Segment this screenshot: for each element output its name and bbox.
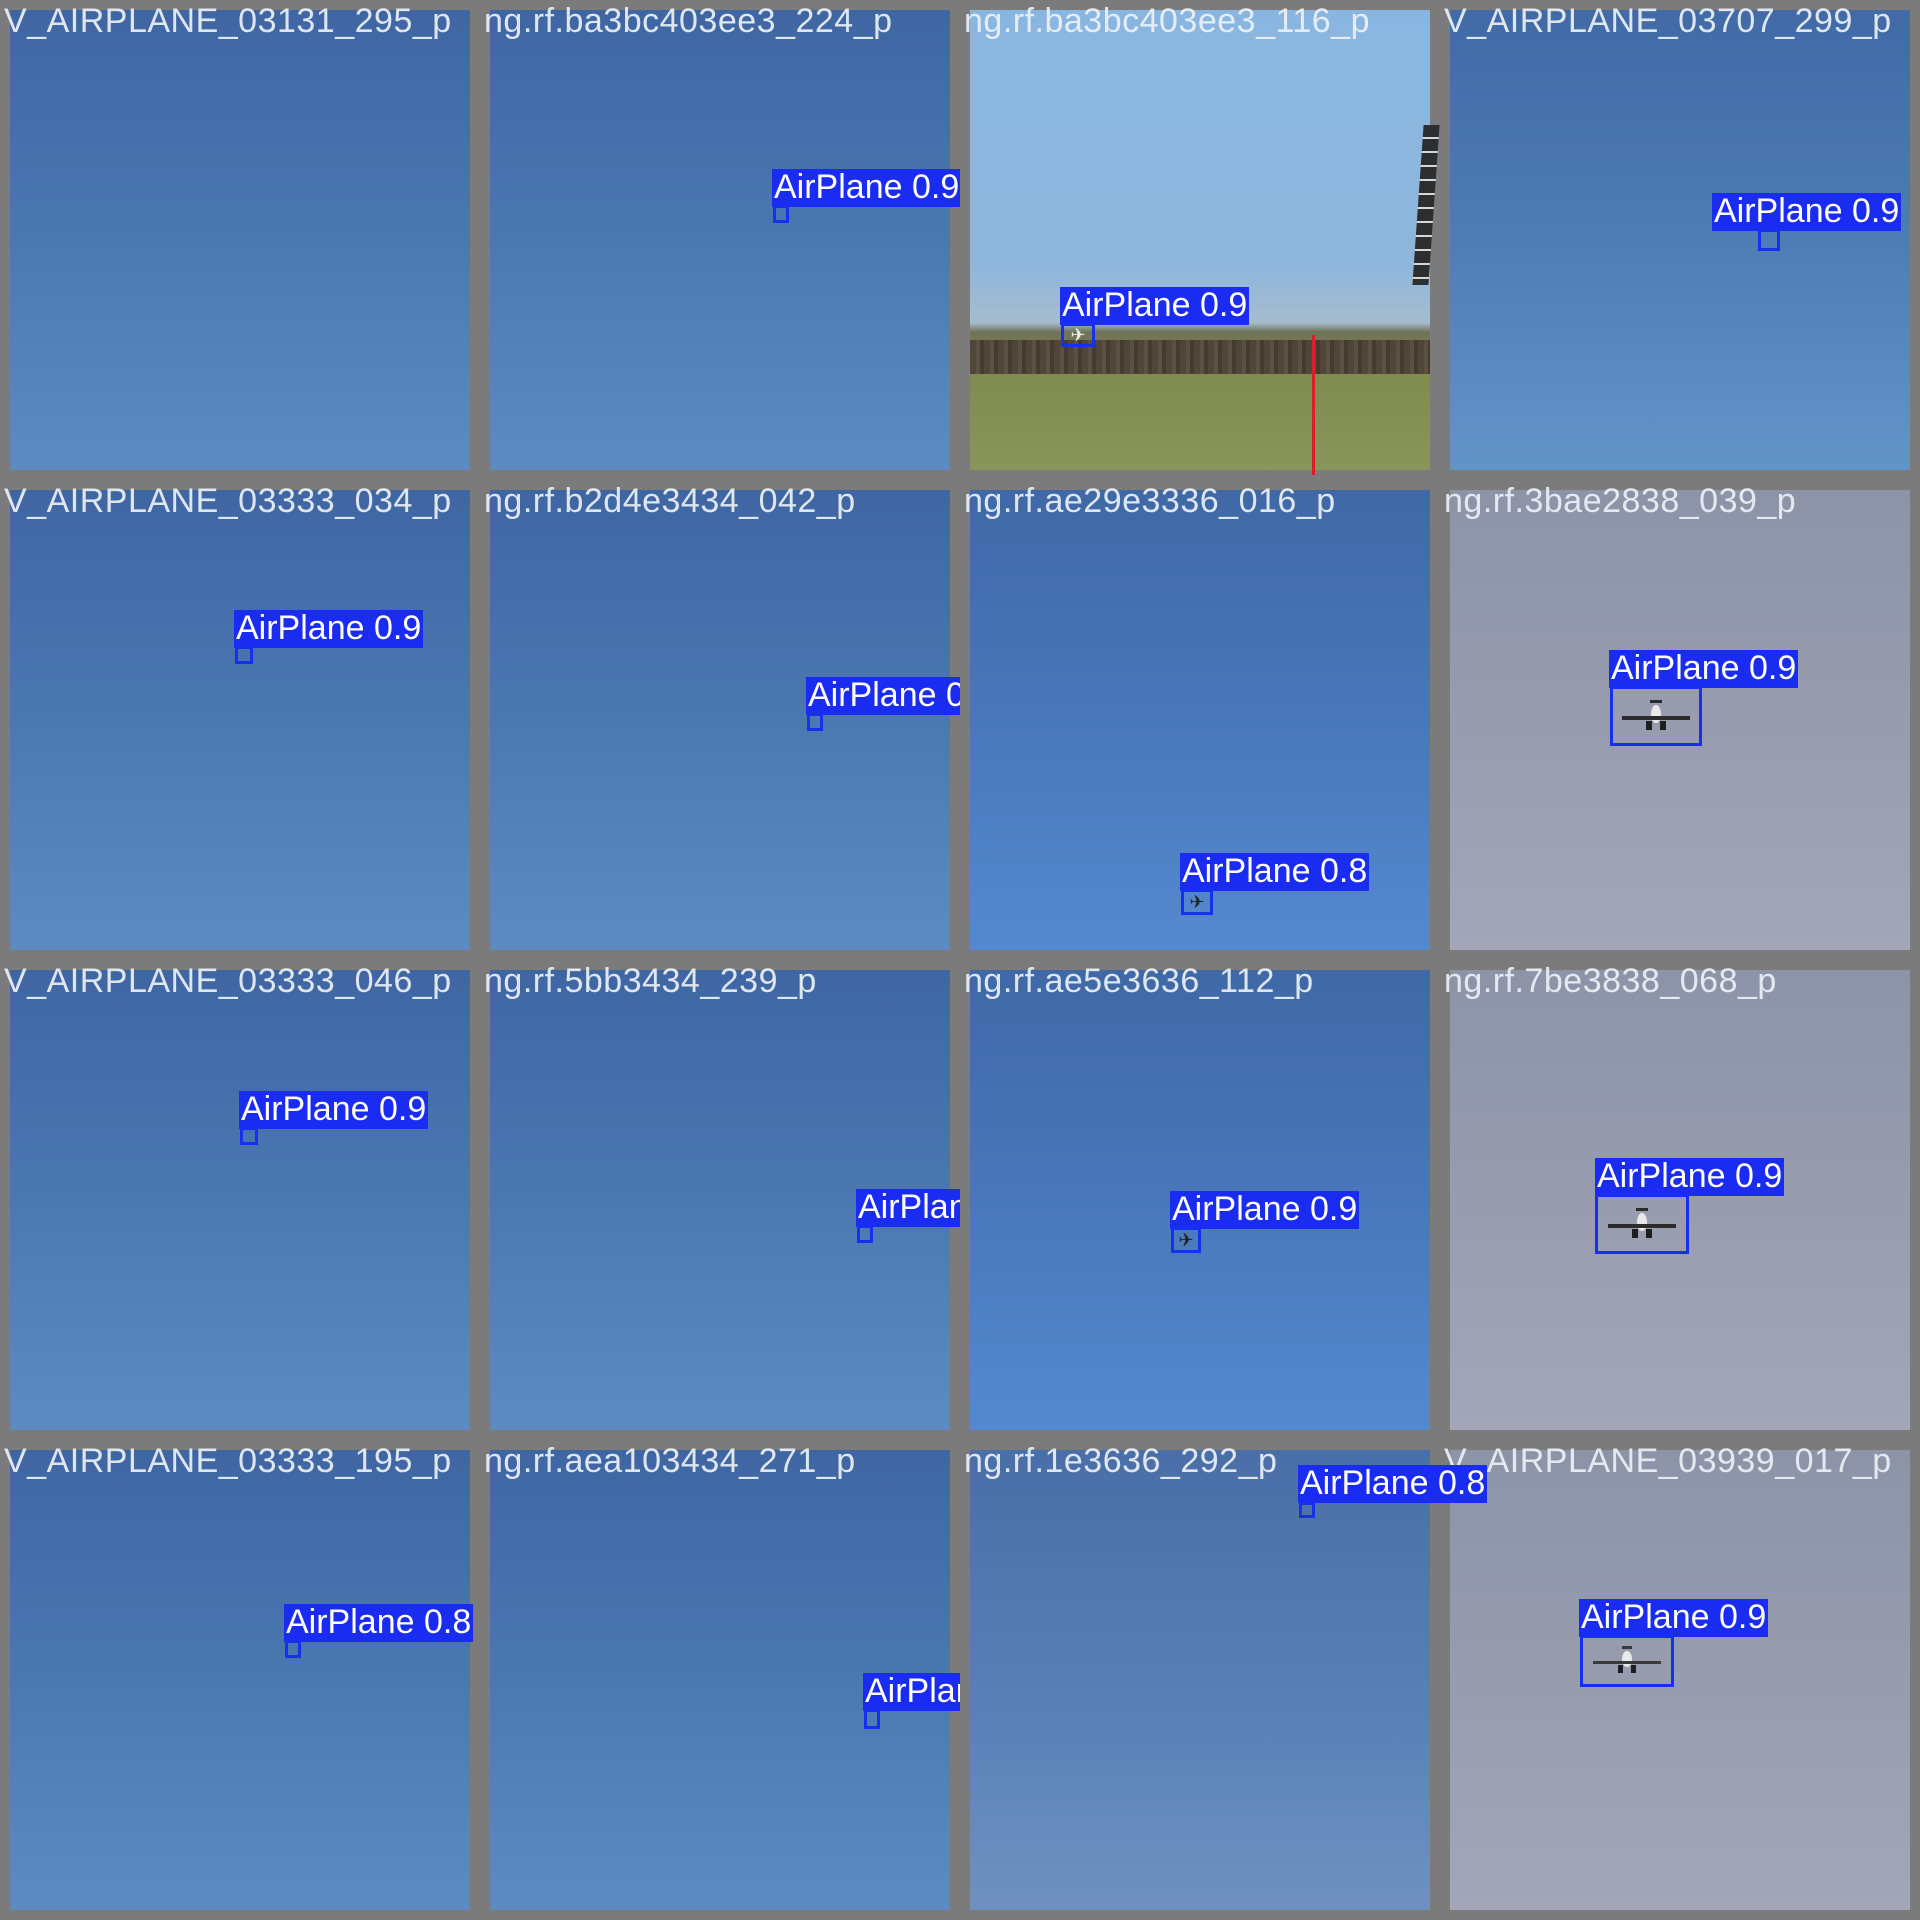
detection-label: AirPlane 0.9 bbox=[239, 1090, 429, 1129]
filename-label: V_AIRPLANE_03333_034_p bbox=[4, 482, 452, 520]
tile-4: V_AIRPLANE_03707_299_p AirPlane 0.9 bbox=[1440, 0, 1920, 480]
detection-label: AirPlane 0.8 bbox=[284, 1603, 474, 1642]
detection-label: AirPlane 0.8 bbox=[863, 1673, 960, 1711]
bounding-box: ✈ bbox=[1061, 323, 1095, 347]
filename-label: ng.rf.aea103434_271_p bbox=[484, 1442, 856, 1480]
tile-2: ng.rf.ba3bc403ee3_224_p AirPlane 0.9 bbox=[480, 0, 960, 480]
bounding-box: ✈ bbox=[1171, 1227, 1201, 1253]
detection-label: AirPlane 0.9 bbox=[1595, 1157, 1785, 1196]
detection-label: AirPlane 0.9 bbox=[1060, 286, 1250, 325]
sky-image bbox=[1450, 10, 1910, 470]
bounding-box bbox=[807, 713, 823, 731]
overcast-sky-image bbox=[1450, 970, 1910, 1430]
tile-14: ng.rf.aea103434_271_p AirPlane 0.8 bbox=[480, 1440, 960, 1920]
tile-6: ng.rf.b2d4e3434_042_p AirPlane 0.9 bbox=[480, 480, 960, 960]
tile-11: ng.rf.ae5e3636_112_p AirPlane 0.9 ✈ bbox=[960, 960, 1440, 1440]
bounding-box bbox=[857, 1225, 873, 1243]
detection-label: AirPlane 0.9 bbox=[806, 677, 960, 715]
red-pole bbox=[1312, 335, 1315, 475]
filename-label: ng.rf.1e3636_292_p bbox=[964, 1442, 1278, 1480]
tile-10: ng.rf.5bb3434_239_p AirPlane 0.9 bbox=[480, 960, 960, 1440]
filename-label: V_AIRPLANE_03131_295_p bbox=[4, 2, 452, 40]
detection-label: AirPlane 0.9 bbox=[1609, 649, 1799, 688]
sky-image bbox=[970, 1450, 1430, 1910]
filename-label: V_AIRPLANE_03707_299_p bbox=[1444, 2, 1892, 40]
tile-12: ng.rf.7be3838_068_p AirPlane 0.9 bbox=[1440, 960, 1920, 1440]
tile-9: V_AIRPLANE_03333_046_p AirPlane 0.9 bbox=[0, 960, 480, 1440]
airplane-icon: ✈ bbox=[1189, 892, 1205, 912]
filename-label: V_AIRPLANE_03939_017_p bbox=[1444, 1442, 1892, 1480]
filename-label: ng.rf.3bae2838_039_p bbox=[1444, 482, 1797, 520]
tile-3: ng.rf.ba3bc403ee3_116_p AirPlane 0.9 ✈ bbox=[960, 0, 1440, 480]
detection-label: AirPlane 0.9 bbox=[772, 168, 960, 207]
tile-16: V_AIRPLANE_03939_017_p AirPlane 0.9 bbox=[1440, 1440, 1920, 1920]
filename-label: V_AIRPLANE_03333_046_p bbox=[4, 962, 452, 1000]
airplane-icon: ✈ bbox=[1070, 325, 1086, 345]
detection-label: AirPlane 0.9 bbox=[234, 609, 424, 648]
bounding-box bbox=[1299, 1502, 1315, 1518]
overcast-sky-image bbox=[1450, 1450, 1910, 1910]
tile-1: V_AIRPLANE_03131_295_p bbox=[0, 0, 480, 480]
bounding-box bbox=[240, 1127, 258, 1145]
tile-8: ng.rf.3bae2838_039_p AirPlane 0.9 bbox=[1440, 480, 1920, 960]
bounding-box bbox=[1610, 686, 1702, 746]
airplane-icon bbox=[1622, 700, 1690, 730]
airplane-icon bbox=[1593, 1646, 1661, 1673]
bounding-box bbox=[1580, 1635, 1674, 1687]
filename-label: ng.rf.5bb3434_239_p bbox=[484, 962, 817, 1000]
bounding-box bbox=[1595, 1194, 1689, 1254]
airplane-icon bbox=[1608, 1208, 1676, 1238]
detection-label: AirPlane 0.9 bbox=[1170, 1190, 1360, 1229]
bounding-box bbox=[235, 646, 253, 664]
detection-label: AirPlane 0.8 bbox=[1180, 852, 1370, 891]
tile-7: ng.rf.ae29e3336_016_p AirPlane 0.8 ✈ bbox=[960, 480, 1440, 960]
sky-image bbox=[10, 490, 470, 950]
filename-label: ng.rf.7be3838_068_p bbox=[1444, 962, 1777, 1000]
filename-label: ng.rf.b2d4e3434_042_p bbox=[484, 482, 856, 520]
bounding-box bbox=[1758, 229, 1780, 251]
tile-15: ng.rf.1e3636_292_p bbox=[960, 1440, 1440, 1920]
bounding-box: ✈ bbox=[1181, 889, 1213, 915]
detection-label: AirPlane 0.8 bbox=[1298, 1464, 1488, 1503]
bounding-box bbox=[773, 205, 789, 223]
tile-5: V_AIRPLANE_03333_034_p AirPlane 0.9 bbox=[0, 480, 480, 960]
filename-label: V_AIRPLANE_03333_195_p bbox=[4, 1442, 452, 1480]
airport-scene-image bbox=[970, 10, 1440, 475]
sky-image bbox=[10, 970, 470, 1430]
treeline bbox=[970, 340, 1430, 374]
sky-image bbox=[490, 490, 950, 950]
filename-label: ng.rf.ba3bc403ee3_116_p bbox=[964, 2, 1371, 40]
filename-label: ng.rf.ba3bc403ee3_224_p bbox=[484, 2, 893, 40]
detection-label: AirPlane 0.9 bbox=[1579, 1598, 1769, 1637]
detection-label: AirPlane 0.9 bbox=[1712, 192, 1902, 231]
bounding-box bbox=[285, 1640, 301, 1658]
bounding-box bbox=[864, 1709, 880, 1729]
sky-image bbox=[10, 1450, 470, 1910]
detection-label: AirPlane 0.9 bbox=[856, 1189, 960, 1227]
sky-image bbox=[10, 10, 470, 470]
airplane-icon: ✈ bbox=[1178, 1230, 1194, 1250]
tile-13: V_AIRPLANE_03333_195_p AirPlane 0.8 bbox=[0, 1440, 480, 1920]
sky-image bbox=[490, 10, 950, 470]
filename-label: ng.rf.ae5e3636_112_p bbox=[964, 962, 1314, 1000]
filename-label: ng.rf.ae29e3336_016_p bbox=[964, 482, 1336, 520]
sign-structure bbox=[1412, 125, 1440, 285]
